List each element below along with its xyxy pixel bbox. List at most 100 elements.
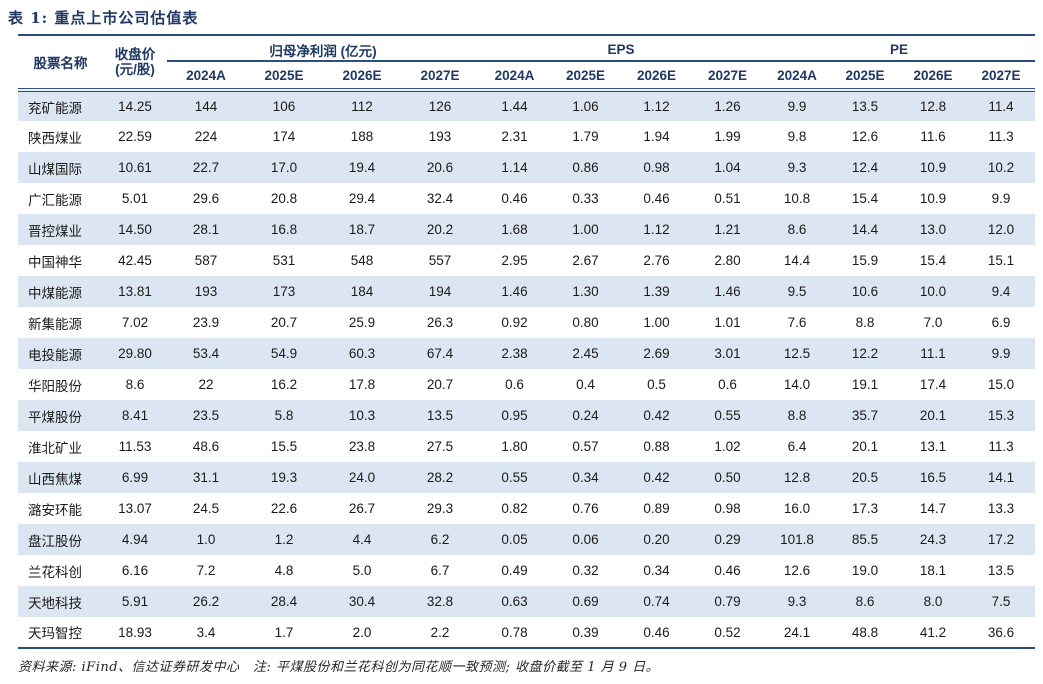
profit-value: 25.9 [348, 315, 376, 330]
table-row: 兖矿能源 14.25 144 106 112 126 1.44 1.06 1.1… [18, 90, 1036, 121]
eps-value: 0.82 [501, 501, 528, 516]
eps-value: 1.04 [714, 160, 741, 175]
pe-value: 41.2 [919, 624, 947, 640]
eps-value: 0.46 [643, 624, 670, 640]
eps-value: 0.80 [572, 315, 599, 330]
pe-value: 6.9 [991, 315, 1011, 330]
table-row: 晋控煤业 14.50 28.1 16.8 18.7 20.2 1.68 1.00… [18, 214, 1036, 245]
year-header-profit-2027e: 2027E [401, 61, 479, 92]
eps-value: 0.06 [572, 532, 599, 547]
profit-value: 18.7 [348, 222, 376, 237]
eps-value: 0.51 [714, 191, 741, 206]
stock-name: 广汇能源 [28, 192, 82, 208]
table-title: 表 1: 重点上市公司估值表 [8, 9, 199, 27]
pe-value: 20.1 [851, 439, 879, 454]
pe-value: 10.9 [919, 191, 947, 206]
profit-value: 22.6 [270, 501, 298, 516]
pe-value: 12.6 [851, 129, 879, 144]
table-row: 平煤股份 8.41 23.5 5.8 10.3 13.5 0.95 0.24 0… [18, 400, 1036, 431]
pe-value: 14.7 [919, 501, 947, 516]
pe-value: 17.4 [919, 377, 947, 392]
close-price: 14.50 [118, 222, 152, 237]
eps-value: 1.46 [501, 284, 528, 299]
eps-value: 0.29 [714, 532, 741, 547]
profit-value: 48.6 [192, 439, 220, 454]
eps-value: 1.79 [572, 129, 599, 144]
eps-value: 1.26 [714, 99, 741, 114]
profit-value: 6.2 [430, 532, 450, 547]
pe-value: 48.8 [851, 624, 879, 640]
pe-value: 35.7 [851, 408, 879, 423]
eps-value: 1.02 [714, 439, 741, 454]
table-header: 股票名称 收盘价 (元/股) 归母净利润 (亿元) EPS PE 2024A 2… [18, 35, 1036, 92]
pe-value: 9.9 [787, 99, 807, 114]
pe-value: 14.0 [783, 377, 811, 392]
table-row: 陕西煤业 22.59 224 174 188 193 2.31 1.79 1.9… [18, 121, 1035, 152]
close-price: 4.94 [121, 532, 149, 547]
profit-value: 20.2 [426, 222, 454, 237]
pe-value: 15.0 [987, 377, 1015, 392]
group-header-row: 股票名称 收盘价 (元/股) 归母净利润 (亿元) EPS PE [18, 35, 1036, 92]
pe-value: 15.3 [987, 408, 1015, 423]
profit-value: 31.1 [192, 470, 220, 485]
profit-value: 60.3 [348, 346, 376, 361]
profit-value: 548 [350, 253, 374, 268]
pe-value: 8.8 [787, 408, 807, 423]
eps-value: 2.38 [501, 346, 528, 361]
profit-value: 23.9 [192, 315, 220, 330]
profit-value: 29.3 [426, 501, 454, 516]
profit-value: 531 [272, 253, 296, 268]
profit-value: 1.0 [196, 532, 216, 547]
eps-value: 0.42 [643, 470, 670, 485]
pe-value: 14.4 [851, 222, 879, 237]
report-page: 表 1: 重点上市公司估值表 股票名称 收盘价 (元/股) 归母净利润 (亿元)… [0, 7, 1043, 684]
stock-name: 华阳股份 [28, 378, 82, 394]
stock-name: 天玛智控 [28, 626, 82, 641]
pe-value: 7.5 [991, 594, 1011, 609]
profit-value: 112 [351, 99, 373, 114]
pe-value: 7.0 [923, 315, 943, 330]
pe-value: 13.5 [987, 563, 1015, 578]
pe-value: 12.6 [783, 563, 811, 578]
profit-value: 67.4 [426, 346, 454, 361]
pe-value: 15.4 [919, 253, 947, 268]
table-row: 山西焦煤 6.99 31.1 19.3 24.0 28.2 0.55 0.34 … [18, 462, 1036, 493]
table-row: 中煤能源 13.81 193 173 184 194 1.46 1.30 1.3… [18, 276, 1036, 307]
stock-name: 中煤能源 [28, 285, 82, 301]
table-body: 兖矿能源 14.25 144 106 112 126 1.44 1.06 1.1… [18, 90, 1036, 648]
pe-value: 15.9 [851, 253, 879, 268]
table-row: 华阳股份 8.6 22 16.2 17.8 20.7 0.6 0.4 0.5 0… [18, 369, 1035, 400]
profit-value: 30.4 [348, 594, 376, 609]
stock-name: 潞安环能 [28, 502, 82, 518]
close-price: 14.25 [118, 99, 152, 114]
pe-value: 17.3 [851, 501, 879, 516]
eps-value: 0.5 [647, 377, 666, 392]
eps-value: 0.86 [572, 160, 599, 175]
profit-value: 10.3 [348, 408, 376, 423]
profit-value: 27.5 [426, 439, 454, 454]
close-price: 6.16 [121, 563, 149, 578]
profit-value: 4.8 [274, 563, 294, 578]
header-close-price-line1: 收盘价 [114, 47, 156, 62]
eps-value: 0.98 [714, 501, 741, 516]
table-row: 广汇能源 5.01 29.6 20.8 29.4 32.4 0.46 0.33 … [18, 183, 1035, 214]
pe-value: 8.8 [855, 315, 875, 330]
profit-value: 1.2 [274, 532, 294, 547]
profit-value: 32.8 [426, 594, 454, 609]
eps-value: 0.33 [572, 191, 599, 206]
pe-value: 9.9 [991, 346, 1011, 361]
pe-value: 8.0 [923, 594, 943, 609]
eps-value: 0.6 [718, 377, 737, 392]
year-header-pe-2027e: 2027E [967, 61, 1036, 92]
pe-value: 10.9 [919, 160, 947, 175]
table-row: 兰花科创 6.16 7.2 4.8 5.0 6.7 0.49 0.32 0.34… [18, 555, 1035, 586]
profit-value: 173 [272, 284, 296, 299]
table-row: 中国神华 42.45 587 531 548 557 2.95 2.67 2.7… [18, 245, 1035, 276]
year-header-eps-2025e: 2025E [550, 61, 621, 92]
eps-value: 1.99 [714, 129, 741, 144]
pe-value: 12.5 [783, 346, 811, 361]
pe-value: 11.6 [920, 129, 946, 144]
profit-value: 144 [194, 99, 218, 114]
pe-value: 9.8 [787, 129, 807, 144]
eps-value: 3.01 [714, 346, 741, 361]
